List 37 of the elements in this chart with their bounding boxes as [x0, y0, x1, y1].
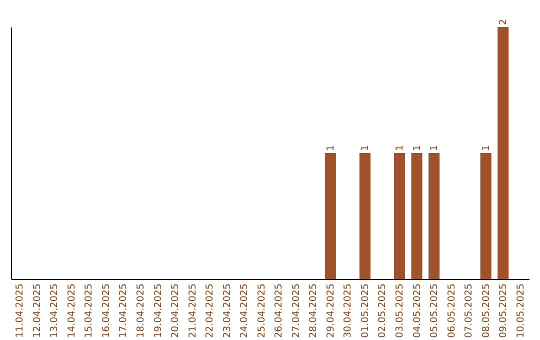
x-tick-label: 02.05.2025: [377, 284, 388, 338]
x-tick-label: 11.04.2025: [14, 284, 26, 338]
x-tick-label: 16.04.2025: [100, 284, 112, 338]
x-tick-label: 12.04.2025: [32, 284, 43, 338]
data-label: 1: [429, 144, 440, 151]
x-tick-label: 21.04.2025: [187, 284, 198, 338]
x-tick-label: 18.04.2025: [136, 284, 146, 338]
x-tick-label: 08.05.2025: [480, 284, 492, 338]
x-tick-label: 10.05.2025: [515, 284, 526, 338]
x-tick-label: 24.04.2025: [239, 284, 250, 338]
x-tick-label: 29.04.2025: [325, 284, 336, 338]
x-tick-label: 03.05.2025: [394, 284, 406, 338]
data-label: 1: [325, 144, 336, 151]
x-tick-label: 26.04.2025: [274, 284, 285, 338]
x-tick-label: 30.04.2025: [342, 284, 354, 338]
data-label: 1: [394, 144, 406, 151]
x-tick-label: 28.04.2025: [308, 284, 320, 338]
x-tick-label: 15.04.2025: [84, 284, 95, 338]
x-tick-label: 14.04.2025: [66, 284, 78, 338]
x-tick-label: 20.04.2025: [170, 284, 182, 338]
x-tick-label: 25.04.2025: [256, 284, 268, 338]
x-tick-label: 05.05.2025: [429, 284, 440, 338]
data-label: 1: [412, 144, 423, 151]
data-label: 1: [480, 144, 492, 151]
x-tick-label: 07.05.2025: [464, 284, 475, 338]
x-tick-label: 13.04.2025: [49, 284, 60, 338]
x-tick-label: 01.05.2025: [360, 284, 371, 338]
data-label: 1: [360, 144, 371, 151]
data-label: 2: [498, 18, 510, 25]
x-tick-label: 04.05.2025: [412, 284, 423, 338]
x-tick-label: 09.05.2025: [498, 284, 510, 338]
x-tick-label: 06.05.2025: [446, 284, 458, 338]
x-tick-label: 17.04.2025: [118, 284, 130, 338]
x-tick-label: 23.04.2025: [222, 284, 233, 338]
x-tick-label: 22.04.2025: [204, 284, 216, 338]
x-tick-label: 27.04.2025: [290, 284, 302, 338]
x-tick-label: 19.04.2025: [152, 284, 164, 338]
